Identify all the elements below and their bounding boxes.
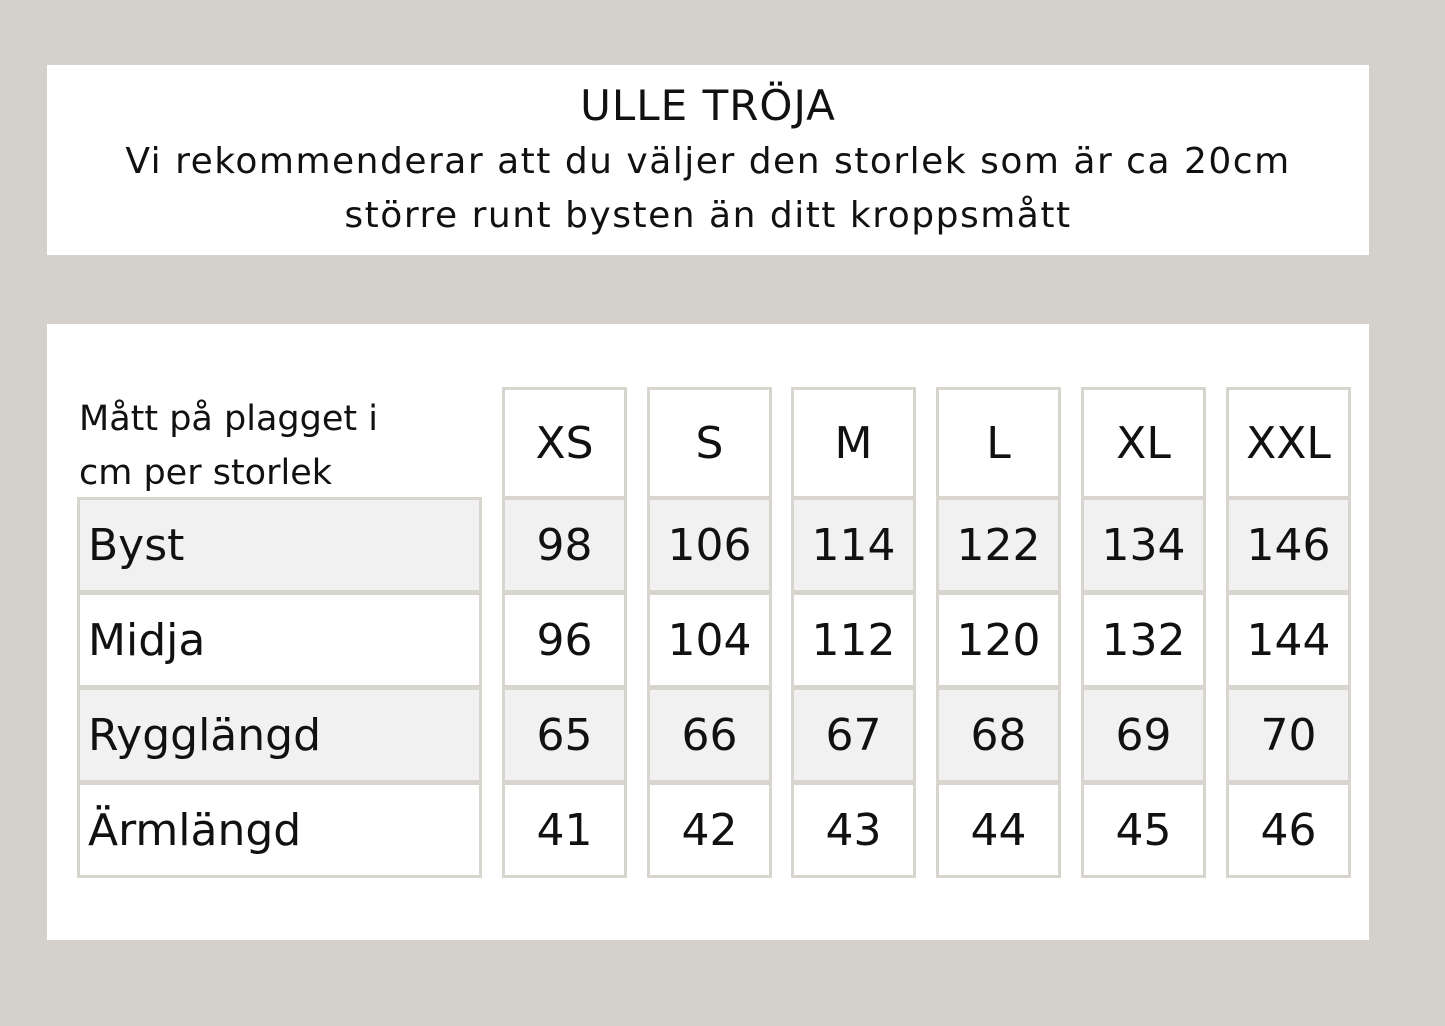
table-cell: 114 — [791, 497, 916, 593]
table-cell: 144 — [1226, 592, 1351, 688]
table-cell: 98 — [502, 497, 627, 593]
table-corner-label: Mått på plagget i cm per storlek — [79, 392, 378, 500]
table-cell: 45 — [1081, 782, 1206, 878]
table-cell: 106 — [647, 497, 772, 593]
table-cell: 69 — [1081, 687, 1206, 783]
table-cell: 67 — [791, 687, 916, 783]
table-cell: 70 — [1226, 687, 1351, 783]
row-label: Rygglängd — [77, 687, 482, 783]
recommendation-text-line1: Vi rekommenderar att du väljer den storl… — [125, 141, 1291, 182]
recommendation-text-line2: större runt bysten än ditt kroppsmått — [344, 195, 1072, 236]
corner-label-line1: Mått på plagget i — [79, 399, 378, 439]
size-header-l: L — [936, 387, 1061, 499]
table-cell: 104 — [647, 592, 772, 688]
table-cell: 120 — [936, 592, 1061, 688]
table-cell: 42 — [647, 782, 772, 878]
table-cell: 96 — [502, 592, 627, 688]
title-panel: ULLE TRÖJA Vi rekommenderar att du välje… — [47, 65, 1369, 255]
size-header-s: S — [647, 387, 772, 499]
row-label: Byst — [77, 497, 482, 593]
size-header-m: M — [791, 387, 916, 499]
table-cell: 112 — [791, 592, 916, 688]
size-header-xs: XS — [502, 387, 627, 499]
table-cell: 134 — [1081, 497, 1206, 593]
table-cell: 65 — [502, 687, 627, 783]
row-label: Midja — [77, 592, 482, 688]
corner-label-line2: cm per storlek — [79, 453, 333, 493]
size-header-xl: XL — [1081, 387, 1206, 499]
table-cell: 46 — [1226, 782, 1351, 878]
table-cell: 68 — [936, 687, 1061, 783]
table-cell: 146 — [1226, 497, 1351, 593]
table-cell: 66 — [647, 687, 772, 783]
product-title: ULLE TRÖJA — [580, 81, 836, 130]
table-cell: 41 — [502, 782, 627, 878]
table-cell: 43 — [791, 782, 916, 878]
size-header-xxl: XXL — [1226, 387, 1351, 499]
row-label: Ärmlängd — [77, 782, 482, 878]
table-cell: 122 — [936, 497, 1061, 593]
table-cell: 44 — [936, 782, 1061, 878]
table-cell: 132 — [1081, 592, 1206, 688]
